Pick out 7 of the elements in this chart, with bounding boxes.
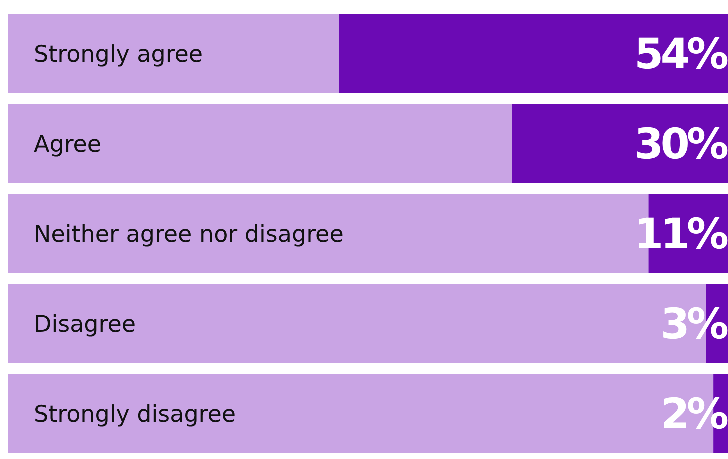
y-tick-label: Agree [34,132,102,158]
data-label: 54% [634,30,728,79]
y-tick-label: Disagree [34,312,136,338]
y-tick-label: Strongly disagree [34,402,236,428]
y-tick-label: Neither agree nor disagree [34,222,344,248]
y-tick-label: Strongly agree [34,42,204,68]
data-label: 30% [634,120,728,169]
